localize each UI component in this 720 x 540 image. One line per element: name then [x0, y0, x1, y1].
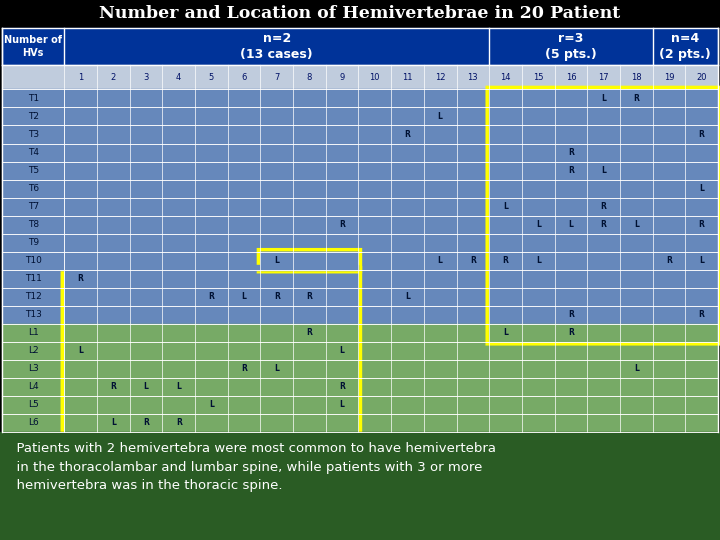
- Text: 19: 19: [664, 73, 674, 82]
- Text: 3: 3: [143, 73, 149, 82]
- Text: L: L: [438, 256, 443, 265]
- Text: R: R: [568, 166, 574, 175]
- Text: R: R: [568, 328, 574, 338]
- Text: R: R: [339, 382, 345, 392]
- Text: 15: 15: [533, 73, 544, 82]
- Text: R: R: [568, 310, 574, 319]
- Text: 14: 14: [500, 73, 510, 82]
- Text: T4: T4: [27, 148, 39, 157]
- Text: R: R: [176, 418, 181, 428]
- Text: L: L: [242, 292, 246, 301]
- Text: R: R: [634, 94, 639, 103]
- Text: R: R: [698, 130, 705, 139]
- Text: 13: 13: [467, 73, 478, 82]
- Text: n=2
(13 cases): n=2 (13 cases): [240, 32, 313, 61]
- Text: R: R: [698, 310, 705, 319]
- Text: R: R: [568, 148, 574, 157]
- Text: L: L: [274, 364, 279, 373]
- Text: 5: 5: [209, 73, 214, 82]
- Text: R: R: [698, 220, 705, 229]
- Text: 16: 16: [566, 73, 576, 82]
- Text: 2: 2: [111, 73, 116, 82]
- Text: L: L: [78, 346, 83, 355]
- Text: R: R: [274, 292, 279, 301]
- Text: 8: 8: [307, 73, 312, 82]
- Text: R: R: [405, 130, 410, 139]
- Text: Number of
HVs: Number of HVs: [4, 36, 62, 58]
- Text: L: L: [143, 382, 148, 392]
- Text: T3: T3: [27, 130, 39, 139]
- Text: L: L: [601, 166, 606, 175]
- Text: R: R: [666, 256, 672, 265]
- Text: R: R: [600, 202, 606, 211]
- Text: R: R: [208, 292, 215, 301]
- Text: R: R: [241, 364, 247, 373]
- Text: R: R: [600, 220, 606, 229]
- Text: R: R: [143, 418, 149, 428]
- Text: r=3
(5 pts.): r=3 (5 pts.): [545, 32, 597, 61]
- Text: L: L: [536, 220, 541, 229]
- Text: 20: 20: [696, 73, 707, 82]
- Text: R: R: [78, 274, 84, 284]
- Text: L: L: [634, 364, 639, 373]
- Text: T1: T1: [27, 94, 39, 103]
- Text: T7: T7: [27, 202, 39, 211]
- Text: T9: T9: [27, 238, 39, 247]
- Text: R: R: [307, 328, 312, 338]
- Text: L: L: [699, 184, 704, 193]
- Text: 11: 11: [402, 73, 413, 82]
- Text: L: L: [503, 202, 508, 211]
- Text: T2: T2: [27, 112, 39, 121]
- Text: Patients with 2 hemivertebra were most common to have hemivertebra
  in the thor: Patients with 2 hemivertebra were most c…: [8, 442, 496, 492]
- Text: L: L: [569, 220, 573, 229]
- Text: T6: T6: [27, 184, 39, 193]
- Text: L1: L1: [28, 328, 39, 338]
- Text: 1: 1: [78, 73, 84, 82]
- Text: R: R: [339, 220, 345, 229]
- Text: L: L: [340, 401, 345, 409]
- Text: L2: L2: [28, 346, 38, 355]
- Text: n=4
(2 pts.): n=4 (2 pts.): [660, 32, 711, 61]
- Text: L6: L6: [28, 418, 39, 428]
- Text: L: L: [274, 256, 279, 265]
- Text: T8: T8: [27, 220, 39, 229]
- Text: R: R: [470, 256, 476, 265]
- Text: L: L: [503, 328, 508, 338]
- Text: T11: T11: [24, 274, 42, 284]
- Text: L: L: [536, 256, 541, 265]
- Text: L: L: [634, 220, 639, 229]
- Text: T5: T5: [27, 166, 39, 175]
- Text: L4: L4: [28, 382, 38, 392]
- Text: R: R: [110, 382, 116, 392]
- Text: 7: 7: [274, 73, 279, 82]
- Text: L: L: [699, 256, 704, 265]
- Text: L: L: [601, 94, 606, 103]
- Text: T12: T12: [24, 292, 42, 301]
- Text: L3: L3: [28, 364, 39, 373]
- Text: L5: L5: [28, 401, 39, 409]
- Text: L: L: [340, 346, 345, 355]
- Text: 10: 10: [369, 73, 380, 82]
- Text: T13: T13: [24, 310, 42, 319]
- Text: L: L: [176, 382, 181, 392]
- Text: 18: 18: [631, 73, 642, 82]
- Text: L: L: [209, 401, 214, 409]
- Text: R: R: [503, 256, 508, 265]
- Text: L: L: [111, 418, 116, 428]
- Text: L: L: [438, 112, 443, 121]
- Text: 12: 12: [435, 73, 446, 82]
- Text: Number and Location of Hemivertebrae in 20 Patient: Number and Location of Hemivertebrae in …: [99, 5, 621, 23]
- Text: R: R: [307, 292, 312, 301]
- Text: 9: 9: [340, 73, 345, 82]
- Text: 17: 17: [598, 73, 609, 82]
- Text: 4: 4: [176, 73, 181, 82]
- Text: L: L: [405, 292, 410, 301]
- Text: 6: 6: [241, 73, 247, 82]
- Text: T10: T10: [24, 256, 42, 265]
